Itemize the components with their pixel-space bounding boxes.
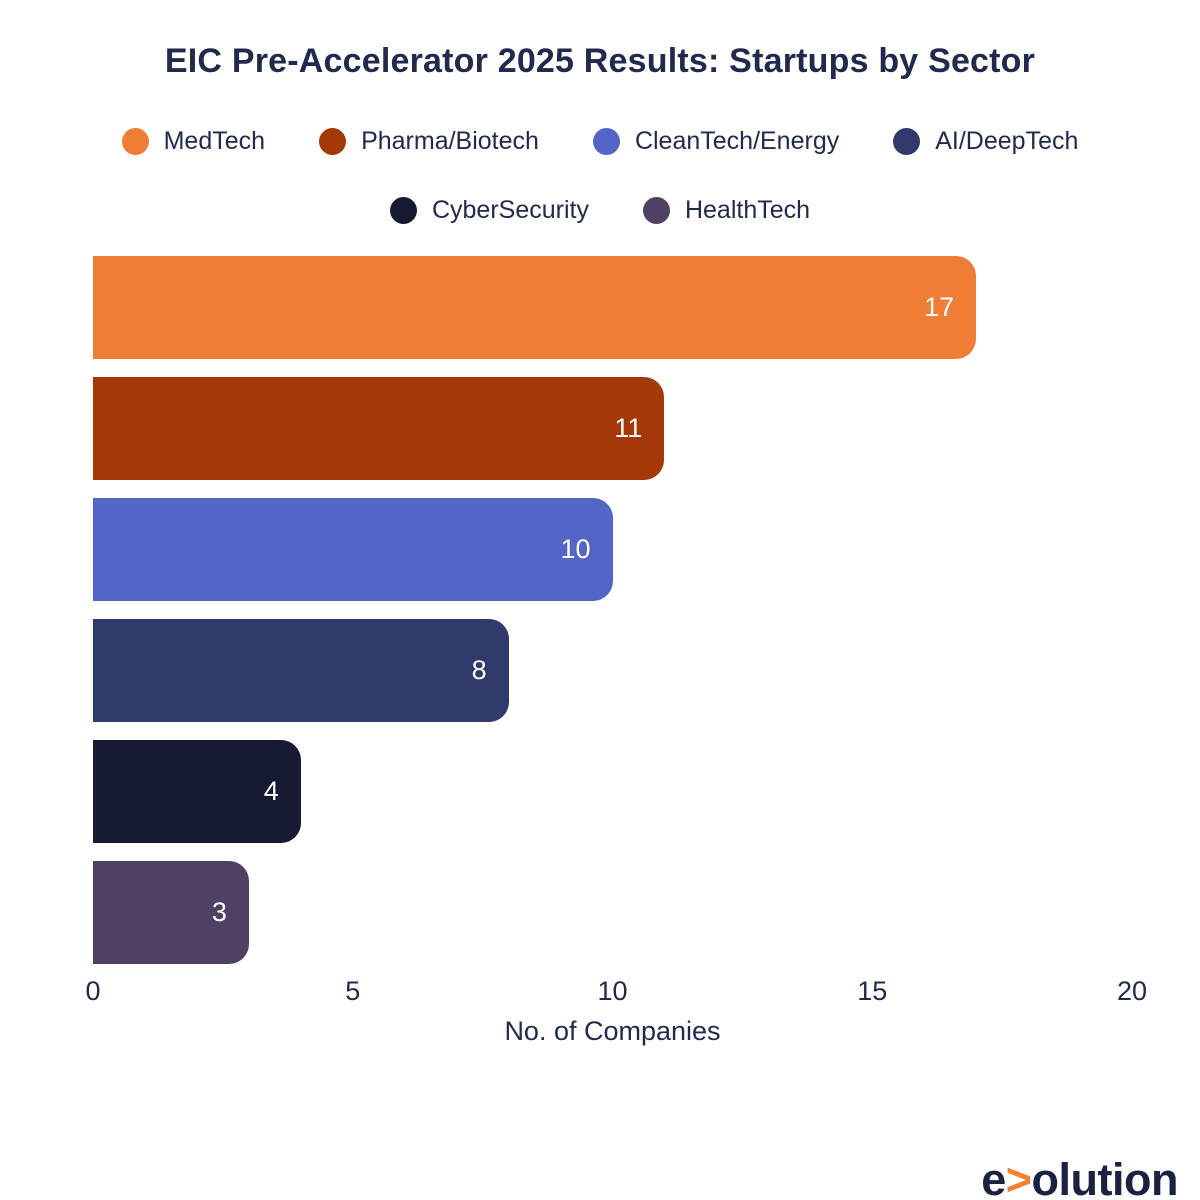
legend-item-medtech: MedTech xyxy=(121,127,266,156)
legend-swatch-icon xyxy=(592,128,620,155)
legend-swatch-icon xyxy=(121,128,149,155)
x-axis-tick-0: 0 xyxy=(85,976,101,1006)
legend-swatch-icon xyxy=(893,128,921,155)
legend-label: HealthTech xyxy=(684,196,811,224)
bar-healthtech: 3 xyxy=(93,861,249,964)
legend-label: CleanTech/Energy xyxy=(634,127,840,155)
bar-row-healthtech: 3 xyxy=(93,861,1132,964)
bar-value-label: 8 xyxy=(471,655,487,685)
bar-cleantech-energy: 10 xyxy=(93,498,613,601)
bar-cybersecurity: 4 xyxy=(93,740,301,843)
x-axis: 0 5 10 15 20 xyxy=(85,974,1147,1010)
x-axis-tick-10: 10 xyxy=(597,976,628,1006)
bar-value-label: 11 xyxy=(614,413,643,443)
bar-row-pharma-biotech: 11 xyxy=(93,377,1132,480)
legend-item-cybersecurity: CyberSecurity xyxy=(389,196,589,225)
page-title: EIC Pre-Accelerator 2025 Results: Startu… xyxy=(164,42,1036,80)
x-axis-tick-20: 20 xyxy=(1116,976,1148,1006)
legend-label: MedTech xyxy=(163,127,266,155)
bar-pharma-biotech: 11 xyxy=(93,377,665,480)
bar-row-ai-deeptech: 8 xyxy=(93,619,1132,722)
legend-row-2: CyberSecurity HealthTech xyxy=(0,196,1200,225)
bar-row-cleantech-energy: 10 xyxy=(93,498,1132,601)
x-axis-label: No. of Companies xyxy=(504,1016,721,1046)
bar-value-label: 17 xyxy=(924,292,955,322)
x-axis-tick-15: 15 xyxy=(857,976,888,1006)
legend-label: Pharma/Biotech xyxy=(361,127,539,155)
bar-chart-plot-area: 17 11 10 8 4 3 xyxy=(93,256,1132,964)
bar-row-medtech: 17 xyxy=(93,256,1132,359)
bar-value-label: 4 xyxy=(263,776,279,806)
logo-text-prefix: e xyxy=(981,1154,1006,1200)
legend-label: AI/DeepTech xyxy=(935,127,1079,155)
legend-swatch-icon xyxy=(642,197,670,224)
logo-text-suffix: olution xyxy=(1031,1154,1179,1200)
legend-row-1: MedTech Pharma/Biotech CleanTech/Energy AI/… xyxy=(0,127,1200,156)
bar-value-label: 10 xyxy=(560,534,591,564)
x-axis-tick-5: 5 xyxy=(345,976,361,1006)
legend-item-healthtech: HealthTech xyxy=(642,196,811,225)
legend-label: CyberSecurity xyxy=(431,196,589,224)
bar-row-cybersecurity: 4 xyxy=(93,740,1132,843)
legend-swatch-icon xyxy=(319,128,347,155)
legend-item-pharma-biotech: Pharma/Biotech xyxy=(319,127,539,156)
legend-item-cleantech-energy: CleanTech/Energy xyxy=(592,127,840,156)
bar-value-label: 3 xyxy=(211,897,227,927)
legend-swatch-icon xyxy=(389,197,417,224)
bar-ai-deeptech: 8 xyxy=(93,619,509,722)
legend-item-ai-deeptech: AI/DeepTech xyxy=(893,127,1078,156)
logo-chevron-icon: > xyxy=(1005,1154,1032,1200)
bar-medtech: 17 xyxy=(93,256,977,359)
evolution-logo: e>olution xyxy=(981,1154,1178,1200)
